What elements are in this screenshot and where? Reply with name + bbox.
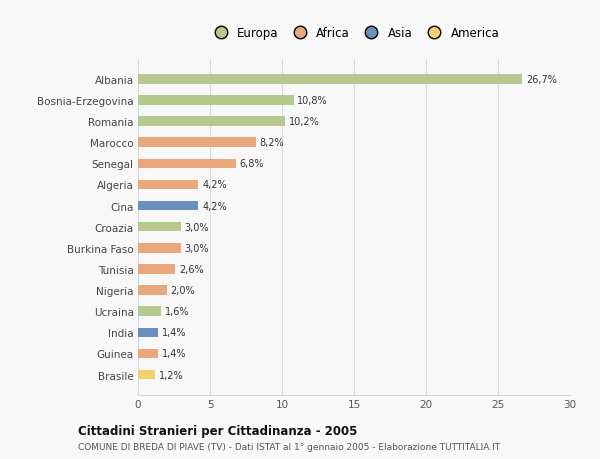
Text: 3,0%: 3,0%	[185, 222, 209, 232]
Bar	[138, 159, 236, 169]
Text: 26,7%: 26,7%	[526, 75, 557, 84]
Text: 1,2%: 1,2%	[159, 370, 184, 380]
Bar	[138, 223, 181, 232]
Bar	[138, 307, 161, 316]
Text: 10,2%: 10,2%	[289, 117, 319, 127]
Text: 1,6%: 1,6%	[164, 307, 189, 317]
Bar	[138, 138, 256, 148]
Text: COMUNE DI BREDA DI PIAVE (TV) - Dati ISTAT al 1° gennaio 2005 - Elaborazione TUT: COMUNE DI BREDA DI PIAVE (TV) - Dati IST…	[78, 442, 500, 451]
Bar	[138, 96, 293, 106]
Bar	[138, 202, 199, 211]
Text: 4,2%: 4,2%	[202, 180, 227, 190]
Bar	[138, 349, 158, 358]
Bar	[138, 370, 155, 380]
Bar	[138, 117, 285, 127]
Bar	[138, 180, 199, 190]
Bar	[138, 285, 167, 295]
Bar	[138, 244, 181, 253]
Text: Cittadini Stranieri per Cittadinanza - 2005: Cittadini Stranieri per Cittadinanza - 2…	[78, 424, 358, 437]
Text: 4,2%: 4,2%	[202, 201, 227, 211]
Bar	[138, 328, 158, 337]
Bar	[138, 75, 523, 84]
Text: 10,8%: 10,8%	[297, 96, 328, 106]
Text: 3,0%: 3,0%	[185, 243, 209, 253]
Text: 2,0%: 2,0%	[170, 285, 195, 296]
Text: 1,4%: 1,4%	[162, 328, 186, 338]
Text: 8,2%: 8,2%	[260, 138, 284, 148]
Bar	[138, 265, 175, 274]
Text: 1,4%: 1,4%	[162, 349, 186, 358]
Text: 6,8%: 6,8%	[239, 159, 264, 169]
Legend: Europa, Africa, Asia, America: Europa, Africa, Asia, America	[204, 22, 504, 45]
Text: 2,6%: 2,6%	[179, 264, 203, 274]
